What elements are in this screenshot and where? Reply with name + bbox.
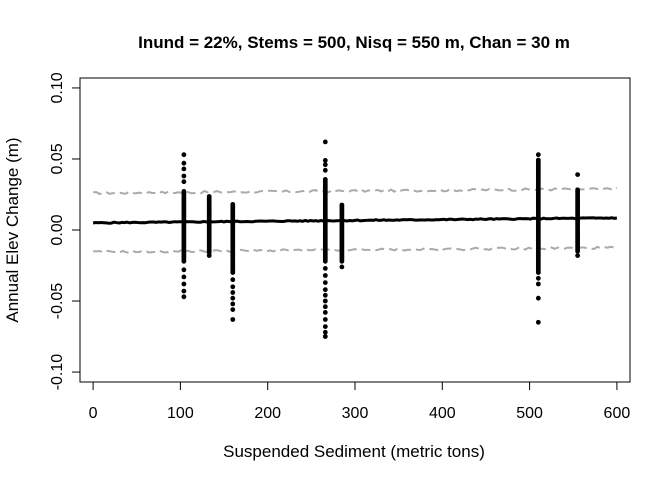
x-tick-label: 400 bbox=[429, 405, 456, 422]
data-point bbox=[535, 157, 541, 163]
data-point-outlier bbox=[322, 280, 328, 285]
data-point-outlier bbox=[322, 287, 328, 293]
x-tick-label: 0 bbox=[89, 405, 98, 422]
data-point-outlier bbox=[322, 158, 328, 163]
data-point-outlier bbox=[322, 310, 328, 315]
data-point-outlier bbox=[181, 160, 187, 166]
prediction-bands bbox=[93, 186, 618, 254]
data-point-outlier bbox=[322, 273, 328, 278]
x-tick-label: 100 bbox=[167, 405, 194, 422]
data-point-outlier bbox=[181, 274, 187, 280]
fit-line bbox=[92, 216, 618, 225]
data-point-outlier bbox=[181, 152, 187, 158]
data-point-outlier bbox=[535, 281, 541, 287]
data-point-outlier bbox=[181, 288, 187, 294]
data-point-outlier bbox=[322, 304, 328, 310]
y-axis-label: Annual Elev Change (m) bbox=[3, 137, 22, 322]
fit-line-group bbox=[92, 216, 618, 225]
data-point-outlier bbox=[181, 294, 187, 300]
data-point bbox=[206, 194, 212, 199]
data-point-outlier bbox=[230, 307, 236, 312]
x-tick-label: 600 bbox=[604, 405, 631, 422]
data-point-outlier bbox=[339, 264, 345, 270]
y-axis: -0.10 -0.05 0.00 0.05 0.10 bbox=[49, 72, 81, 391]
chart-title: Inund = 22%, Stems = 500, Nisq = 550 m, … bbox=[138, 33, 570, 52]
y-tick-label: 0.10 bbox=[49, 72, 66, 103]
data-point-outlier bbox=[575, 172, 581, 178]
data-point-outlier bbox=[535, 275, 541, 281]
data-point-outlier bbox=[535, 295, 541, 301]
x-axis-label: Suspended Sediment (metric tons) bbox=[223, 442, 485, 461]
data-point bbox=[575, 187, 581, 193]
y-tick-label: -0.10 bbox=[49, 354, 66, 391]
data-point-outlier bbox=[230, 284, 236, 290]
data-point bbox=[181, 189, 187, 194]
data-point bbox=[322, 177, 328, 182]
data-point-outlier bbox=[322, 162, 328, 168]
data-point-outlier bbox=[181, 173, 187, 179]
data-point-outlier bbox=[230, 301, 236, 307]
y-tick-label: 0.00 bbox=[49, 214, 66, 245]
data-point-outlier bbox=[575, 253, 581, 258]
data-point-outlier bbox=[230, 317, 236, 322]
x-tick-label: 500 bbox=[516, 405, 543, 422]
data-point-outlier bbox=[230, 295, 236, 301]
x-axis: 0 100 200 300 400 500 600 bbox=[89, 381, 631, 422]
plot-area-frame bbox=[79, 77, 631, 383]
x-tick-label: 300 bbox=[342, 405, 369, 422]
data-point-outlier bbox=[322, 317, 328, 322]
data-point-outlier bbox=[181, 267, 187, 273]
data-point-outlier bbox=[322, 266, 328, 271]
y-tick-label: 0.05 bbox=[49, 143, 66, 174]
data-point-outlier bbox=[535, 319, 541, 325]
data-point-outlier bbox=[322, 324, 328, 329]
data-point-outlier bbox=[322, 334, 328, 339]
x-tick-label: 200 bbox=[254, 405, 281, 422]
data-point-outlier bbox=[322, 292, 328, 298]
data-point-outlier bbox=[535, 152, 541, 158]
data-point-outlier bbox=[322, 167, 328, 173]
data-point-outlier bbox=[322, 329, 328, 335]
data-point-outlier bbox=[230, 290, 236, 295]
lower-band-line bbox=[93, 245, 617, 254]
data-point-outlier bbox=[230, 277, 236, 283]
upper-band-line bbox=[93, 186, 618, 196]
data-point-outlier bbox=[322, 298, 328, 304]
data-point bbox=[230, 202, 236, 207]
data-point-outlier bbox=[181, 166, 187, 172]
y-tick-label: -0.05 bbox=[49, 283, 66, 320]
data-point bbox=[339, 202, 345, 208]
data-points bbox=[181, 139, 581, 339]
data-point-outlier bbox=[206, 253, 212, 258]
data-point-outlier bbox=[181, 179, 187, 185]
data-point-outlier bbox=[322, 139, 328, 145]
data-point-outlier bbox=[181, 281, 187, 287]
